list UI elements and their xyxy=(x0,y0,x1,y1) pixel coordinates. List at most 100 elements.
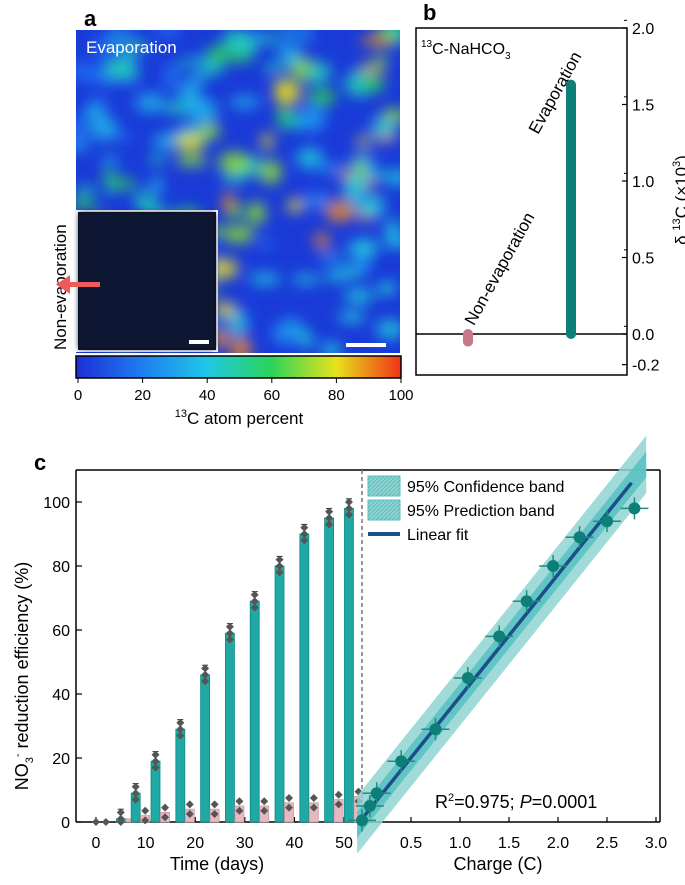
texture-blob xyxy=(300,105,322,132)
replicate-diamond xyxy=(344,504,353,513)
colorbar-tick-label: 60 xyxy=(263,387,280,404)
left-xtick-label: 0 xyxy=(92,835,101,852)
ytick-label: 60 xyxy=(52,623,70,640)
bar-evaporation xyxy=(344,507,354,823)
replicate-diamond xyxy=(225,635,234,644)
replicate-diamond xyxy=(285,794,294,802)
bar-label-non-evaporation: Non-evaporation xyxy=(461,209,539,328)
ytick-label: 20 xyxy=(52,751,70,768)
texture-blob xyxy=(259,239,273,248)
panel-b-ylabel: δ 13C (×103) xyxy=(671,155,685,245)
texture-blob xyxy=(116,41,150,52)
data-point xyxy=(493,630,506,643)
left-xtick-label: 50 xyxy=(335,835,353,852)
texture-blob xyxy=(353,201,383,217)
texture-blob xyxy=(76,61,92,83)
texture-blob xyxy=(179,59,194,69)
texture-blob xyxy=(230,336,252,353)
replicate-diamond xyxy=(151,757,160,766)
panel-c-label: c xyxy=(34,450,46,475)
texture-blob xyxy=(114,69,141,78)
bar-non-evaporation xyxy=(333,799,344,823)
texture-blob xyxy=(83,104,106,122)
texture-blob xyxy=(355,136,372,146)
texture-blob xyxy=(178,81,201,106)
panel-b-legend: 13C-NaHCO3 xyxy=(421,39,511,62)
ytick-label: 80 xyxy=(52,559,70,576)
bar-non-evaporation xyxy=(284,802,294,823)
legend-confidence-label: 95% Confidence band xyxy=(407,479,564,496)
texture-blob xyxy=(316,163,345,174)
colorbar-tick-label: 40 xyxy=(199,387,216,404)
replicate-diamond xyxy=(325,520,334,529)
replicate-diamond xyxy=(141,806,150,815)
data-point xyxy=(356,814,368,827)
replicate-diamond xyxy=(235,806,244,815)
panel-b-ytick-label: 2.0 xyxy=(632,21,654,38)
right-xlabel: Charge (C) xyxy=(453,854,542,874)
texture-blob xyxy=(148,155,167,165)
texture-blob xyxy=(320,342,342,353)
right-xtick-label: 1.0 xyxy=(449,835,471,852)
texture-blob xyxy=(229,96,261,109)
texture-blob xyxy=(221,173,247,184)
panel-b-label: b xyxy=(423,0,436,25)
legend-confidence-swatch xyxy=(367,475,401,497)
replicate-diamond xyxy=(101,818,110,826)
data-point xyxy=(520,595,533,608)
legend-prediction-swatch xyxy=(367,499,401,521)
texture-blob xyxy=(280,30,296,40)
right-xtick-label: 2.5 xyxy=(596,835,618,852)
texture-blob xyxy=(359,63,386,73)
data-point xyxy=(601,515,613,528)
texture-blob xyxy=(111,30,122,44)
main-scale-bar xyxy=(346,343,386,347)
data-point xyxy=(547,560,560,572)
texture-blob xyxy=(218,151,251,174)
replicate-diamond xyxy=(250,597,259,606)
evaporation-image-caption: Evaporation xyxy=(86,38,177,57)
replicate-diamond xyxy=(309,803,318,812)
texture-blob xyxy=(135,187,147,214)
texture-blob xyxy=(273,78,290,104)
bar-non-evaporation xyxy=(308,802,319,823)
replicate-diamond xyxy=(344,510,353,519)
left-xtick-label: 10 xyxy=(137,835,155,852)
left-xtick-label: 30 xyxy=(236,835,254,852)
bar-evaporation xyxy=(299,533,310,823)
replicate-diamond xyxy=(116,814,125,823)
replicate-diamond xyxy=(92,818,100,826)
panel-b-frame xyxy=(415,27,628,376)
texture-blob xyxy=(375,319,400,340)
fit-statistics: R2=0.975; P=0.0001 xyxy=(435,792,597,812)
replicate-diamond xyxy=(131,795,140,804)
data-point xyxy=(370,787,383,800)
texture-blob xyxy=(103,168,116,185)
texture-blob xyxy=(87,97,111,106)
replicate-diamond xyxy=(275,562,284,570)
replicate-diamond xyxy=(334,800,343,809)
colorbar-tick-label: 0 xyxy=(74,387,82,404)
panel-b-ytick-label: -0.2 xyxy=(632,358,660,375)
texture-blob xyxy=(76,198,98,209)
texture-blob xyxy=(152,133,181,150)
texture-blob xyxy=(308,88,336,107)
texture-blob xyxy=(76,119,92,145)
colorbar-tick-label: 100 xyxy=(388,387,413,404)
replicate-diamond xyxy=(325,507,334,516)
right-xtick-label: 3.0 xyxy=(645,835,667,852)
left-xlabel: Time (days) xyxy=(170,854,264,874)
panel-c-ylabel: NO3- reduction efficiency (%) xyxy=(12,562,36,791)
data-point xyxy=(573,531,586,544)
panel-b-ytick-label: 0.5 xyxy=(632,251,654,268)
bar-evaporation xyxy=(200,674,211,823)
right-xtick-label: 2.0 xyxy=(547,835,569,852)
ytick-label: 0 xyxy=(61,815,70,832)
colorbar-tick-label: 20 xyxy=(134,387,151,404)
texture-blob xyxy=(227,310,249,336)
replicate-diamond xyxy=(250,590,259,599)
texture-blob xyxy=(246,201,266,225)
replicate-diamond xyxy=(309,794,318,802)
texture-blob xyxy=(304,192,330,208)
texture-blob xyxy=(277,43,302,65)
